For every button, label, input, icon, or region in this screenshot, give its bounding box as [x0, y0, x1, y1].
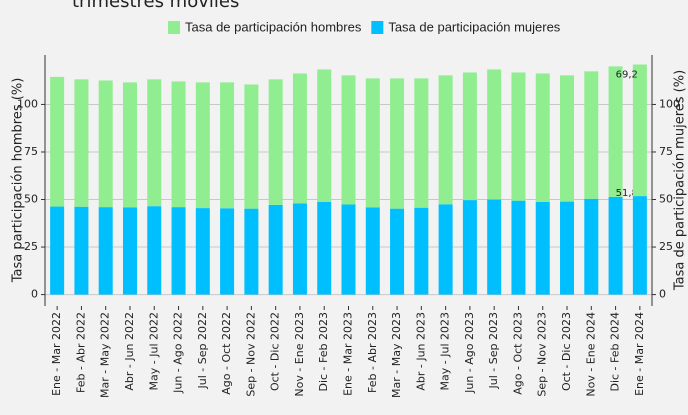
bar-segment — [50, 76, 65, 207]
bar-segment — [632, 64, 647, 197]
chart-title: trimestres móviles — [72, 0, 239, 12]
data-label: 69,2 — [616, 70, 638, 81]
y2-tick-label: 0 — [659, 288, 666, 301]
bar-segment — [171, 81, 186, 208]
x-tick-label: Mar - May 2022 — [99, 312, 112, 398]
legend-label: Tasa de participación hombres — [185, 19, 362, 34]
x-tick-label: Mar - May 2023 — [390, 312, 403, 398]
bar-segment — [220, 82, 235, 209]
bar-segment — [292, 73, 307, 204]
bar-segment — [317, 69, 332, 202]
bar-segment — [341, 75, 356, 205]
bar-segment — [511, 72, 526, 201]
x-tick-label: Ene - Mar 2022 — [50, 312, 63, 396]
bar-segment — [511, 200, 526, 295]
x-tick-label: Nov - Ene 2024 — [584, 312, 597, 397]
bar-segment — [220, 208, 235, 295]
bar-segment — [195, 82, 210, 209]
bar-segment — [414, 207, 429, 295]
bar-segment — [487, 199, 502, 295]
x-tick-label: Ene - Mar 2024 — [633, 312, 646, 396]
x-tick-label: Oct - Dic 2023 — [560, 312, 573, 391]
bar-segment — [341, 204, 356, 295]
x-tick-label: May - Jul 2023 — [439, 312, 452, 390]
bar-segment — [414, 78, 429, 208]
bar-segment — [122, 207, 137, 295]
bar-segment — [560, 75, 575, 202]
bar-segment — [608, 196, 623, 295]
y2-axis-label: Tasa de participación mujeres (%) — [673, 70, 688, 291]
legend-swatch — [371, 21, 384, 34]
bar-segment — [365, 207, 380, 295]
y-tick-label: 50 — [24, 193, 38, 206]
bar-segment — [535, 201, 550, 295]
y2-tick-label: 50 — [659, 193, 673, 206]
bar-segment — [292, 203, 307, 295]
y2-tick-label: 75 — [659, 145, 673, 158]
x-tick-label: Dic - Feb 2024 — [609, 312, 622, 392]
bar-segment — [171, 207, 186, 295]
bar-segment — [195, 208, 210, 295]
bar-segment — [535, 73, 550, 202]
x-tick-label: Sep - Nov 2023 — [536, 312, 549, 397]
bar-segment — [365, 78, 380, 208]
y2-tick-label: 25 — [659, 240, 673, 253]
bar-segment — [390, 208, 405, 295]
x-tick-label: Abr - Jun 2023 — [414, 312, 427, 391]
y-tick-label: 75 — [24, 145, 38, 158]
x-tick-label: Dic - Feb 2023 — [317, 312, 330, 392]
x-tick-label: Feb - Abr 2022 — [74, 312, 87, 393]
y-tick-label: 25 — [24, 240, 38, 253]
x-tick-label: Abr - Jun 2022 — [123, 312, 136, 391]
x-tick-label: Ago - Oct 2023 — [511, 312, 524, 395]
bar-segment — [98, 80, 113, 208]
bar-segment — [147, 79, 162, 207]
legend-label: Tasa de participación mujeres — [388, 19, 560, 34]
bar-segment — [560, 201, 575, 295]
bar-segment — [244, 84, 259, 209]
x-tick-label: Jul - Sep 2023 — [487, 312, 500, 389]
x-tick-label: Jun - Ago 2023 — [463, 312, 476, 394]
x-tick-label: Ene - Mar 2023 — [342, 312, 355, 396]
x-tick-label: May - Jul 2022 — [147, 312, 160, 390]
x-tick-label: Oct - Dic 2022 — [269, 312, 282, 391]
bar-segment — [268, 79, 283, 205]
x-tick-label: Nov - Ene 2023 — [293, 312, 306, 397]
bar-segment — [632, 196, 647, 295]
bar-segment — [584, 71, 599, 199]
bar-segment — [438, 204, 453, 295]
x-tick-label: Feb - Abr 2023 — [366, 312, 379, 393]
y-tick-label: 0 — [31, 288, 38, 301]
legend-swatch — [168, 21, 180, 34]
y-axis-label: Tasa participación hombres (%) — [11, 78, 26, 284]
bar-segment — [122, 82, 137, 208]
x-tick-label: Sep - Nov 2022 — [244, 312, 257, 397]
bar-segment — [244, 208, 259, 295]
x-tick-label: Jun - Ago 2022 — [172, 312, 185, 394]
bar-segment — [50, 206, 65, 295]
bar-segment — [98, 207, 113, 295]
y-tick-label: 100 — [17, 97, 38, 110]
data-label: 51,8 — [616, 188, 638, 199]
x-tick-label: Jul - Sep 2022 — [196, 312, 209, 389]
bar-segment — [74, 206, 89, 295]
x-tick-label: Ago - Oct 2022 — [220, 312, 233, 395]
bar-segment — [390, 78, 405, 209]
bar-segment — [147, 206, 162, 295]
bar-segment — [584, 198, 599, 295]
bar-segment — [438, 75, 453, 205]
bar-segment — [317, 201, 332, 295]
bar-segment — [608, 66, 623, 197]
bar-segment — [487, 69, 502, 200]
bar-segment — [462, 72, 477, 201]
y2-tick-label: 100 — [659, 97, 680, 110]
bar-segment — [74, 79, 89, 207]
bar-segment — [268, 204, 283, 295]
bar-segment — [462, 200, 477, 295]
